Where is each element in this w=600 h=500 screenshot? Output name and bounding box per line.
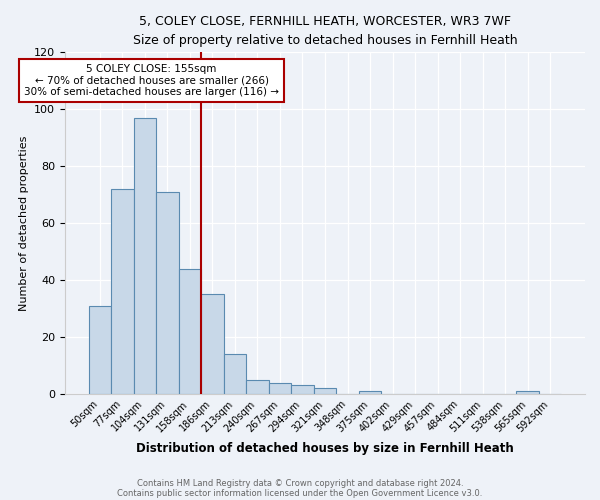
Y-axis label: Number of detached properties: Number of detached properties (19, 136, 29, 311)
Text: 5 COLEY CLOSE: 155sqm
← 70% of detached houses are smaller (266)
30% of semi-det: 5 COLEY CLOSE: 155sqm ← 70% of detached … (24, 64, 279, 97)
X-axis label: Distribution of detached houses by size in Fernhill Heath: Distribution of detached houses by size … (136, 442, 514, 455)
Bar (269, 382, 291, 394)
Bar (111, 189, 134, 394)
Bar (314, 388, 336, 394)
Text: Contains public sector information licensed under the Open Government Licence v3: Contains public sector information licen… (118, 488, 482, 498)
Bar (179, 268, 201, 394)
Bar (156, 192, 179, 394)
Bar (134, 118, 156, 394)
Text: Contains HM Land Registry data © Crown copyright and database right 2024.: Contains HM Land Registry data © Crown c… (137, 478, 463, 488)
Bar (517, 391, 539, 394)
Title: 5, COLEY CLOSE, FERNHILL HEATH, WORCESTER, WR3 7WF
Size of property relative to : 5, COLEY CLOSE, FERNHILL HEATH, WORCESTE… (133, 15, 517, 47)
Bar (246, 380, 269, 394)
Bar (359, 391, 381, 394)
Bar (291, 386, 314, 394)
Bar (89, 306, 111, 394)
Bar (224, 354, 246, 394)
Bar (201, 294, 224, 394)
